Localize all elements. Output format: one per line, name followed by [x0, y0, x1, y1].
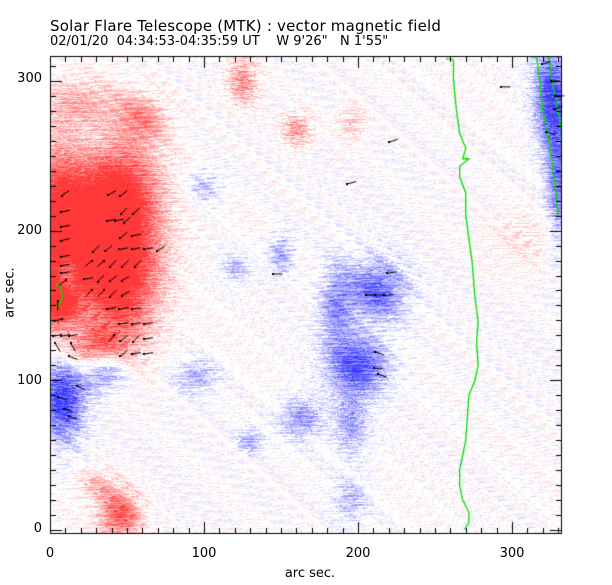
x-tick-label: 300 [499, 546, 525, 561]
y-tick-label: 0 [33, 521, 42, 536]
latitude-readout: N 1'55" [340, 34, 389, 49]
chart-title: Solar Flare Telescope (MTK) : vector mag… [50, 17, 442, 35]
observation-date: 02/01/20 [50, 34, 109, 49]
x-tick-label: 100 [191, 546, 217, 561]
y-tick-label: 200 [17, 223, 42, 238]
x-tick-label: 0 [45, 546, 55, 561]
longitude-readout: W 9'26" [276, 34, 328, 49]
y-tick-label: 100 [17, 373, 42, 388]
x-tick-label: 200 [345, 546, 371, 561]
x-axis-label: arc sec. [284, 566, 336, 581]
observation-time-range: 04:34:53-04:35:59 UT [116, 34, 260, 49]
chart-subtitle: 02/01/20 04:34:53-04:35:59 UT W 9'26" N … [50, 35, 388, 49]
y-axis-label: arc sec. [2, 267, 18, 318]
y-tick-label: 300 [17, 71, 42, 86]
